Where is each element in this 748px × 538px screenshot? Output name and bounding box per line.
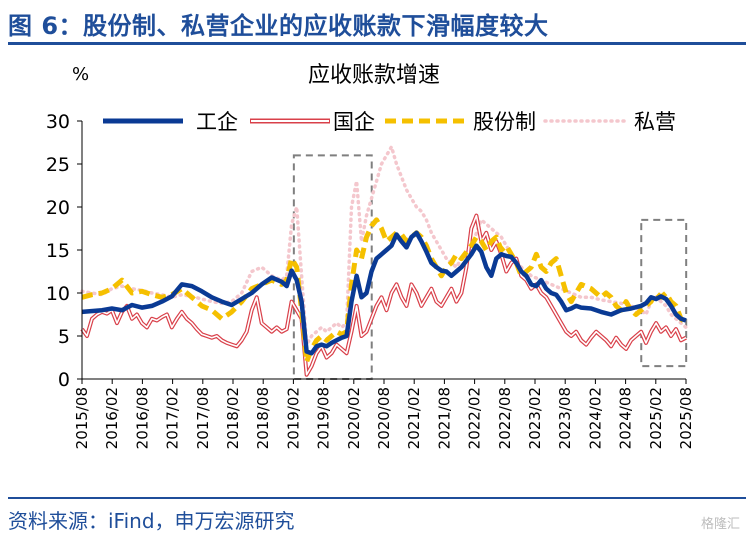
- legend-label: 股份制: [473, 110, 536, 134]
- series-line-gufenzhi: [81, 217, 688, 365]
- axes: 0 5 10 15 20 25 30 2015/08 2016/02 2016/08 2017/02…: [46, 111, 695, 449]
- x-tick-label: 2019/02: [284, 387, 302, 449]
- y-tick-label: 0: [58, 369, 70, 391]
- x-tick-label: 2017/02: [164, 387, 182, 449]
- x-tick-label: 2016/02: [103, 387, 121, 449]
- x-tick-label: 2022/08: [496, 387, 514, 449]
- y-tick-label: 5: [58, 326, 70, 348]
- x-tick-label: 2024/08: [617, 387, 635, 449]
- y-tick-label: 20: [46, 197, 70, 219]
- chart-title: 应收账款增速: [308, 63, 440, 88]
- legend-label: 国企: [333, 110, 375, 134]
- x-tick-label: 2018/02: [224, 387, 242, 449]
- x-tick-label: 2021/02: [405, 387, 423, 449]
- source-divider: [8, 497, 746, 499]
- legend: 工企 国企 股份制 私营: [103, 110, 676, 134]
- source-note: 资料来源：iFind，申万宏源研究: [8, 509, 295, 533]
- x-tick-label: 2025/08: [677, 387, 695, 449]
- figure-title: 图 6：股份制、私营企业的应收账款下滑幅度较大: [8, 12, 549, 40]
- legend-label: 私营: [634, 110, 676, 134]
- y-axis-unit: %: [72, 64, 89, 85]
- series-lines: [80, 142, 688, 377]
- legend-label: 工企: [196, 110, 238, 134]
- series-line-gongqi: [81, 230, 687, 356]
- series-line-siying: [80, 142, 688, 351]
- x-tick-label: 2020/02: [345, 387, 363, 449]
- y-tick-label: 30: [46, 111, 70, 133]
- watermark: 格隆汇: [700, 517, 740, 532]
- title-divider: [8, 42, 746, 45]
- x-tick-label: 2021/08: [435, 387, 453, 449]
- x-tick-label: 2015/08: [73, 387, 91, 449]
- series-line-guoqi-inner: [81, 214, 687, 376]
- x-tick-label: 2020/08: [375, 387, 393, 449]
- x-tick-label: 2018/08: [254, 387, 272, 449]
- x-tick-label: 2017/08: [194, 387, 212, 449]
- x-tick-label: 2023/08: [556, 387, 574, 449]
- x-tick-label: 2023/02: [526, 387, 544, 449]
- y-tick-label: 10: [46, 283, 70, 305]
- x-tick-label: 2024/02: [586, 387, 604, 449]
- x-tick-label: 2025/02: [647, 387, 665, 449]
- x-tick-label: 2019/08: [315, 387, 333, 449]
- y-tick-label: 25: [46, 154, 70, 176]
- y-tick-label: 15: [46, 240, 70, 262]
- x-tick-label: 2022/02: [466, 387, 484, 449]
- x-tick-label: 2016/08: [133, 387, 151, 449]
